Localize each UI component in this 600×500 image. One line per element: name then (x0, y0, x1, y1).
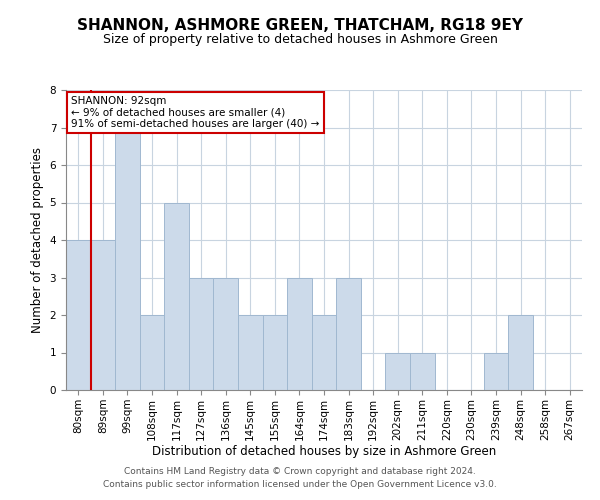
Bar (508, 315, 533, 390)
Bar (385, 352, 410, 390)
Bar (91, 240, 115, 390)
Text: SHANNON, ASHMORE GREEN, THATCHAM, RG18 9EY: SHANNON, ASHMORE GREEN, THATCHAM, RG18 9… (77, 18, 523, 32)
Bar (238, 315, 263, 390)
Bar (484, 352, 508, 390)
Bar (287, 278, 312, 390)
Bar (410, 352, 434, 390)
Text: Size of property relative to detached houses in Ashmore Green: Size of property relative to detached ho… (103, 32, 497, 46)
Text: Contains public sector information licensed under the Open Government Licence v3: Contains public sector information licen… (103, 480, 497, 489)
Bar (164, 202, 189, 390)
Bar (115, 128, 140, 390)
Bar (312, 315, 336, 390)
Text: Contains HM Land Registry data © Crown copyright and database right 2024.: Contains HM Land Registry data © Crown c… (124, 467, 476, 476)
Text: SHANNON: 92sqm
← 9% of detached houses are smaller (4)
91% of semi-detached hous: SHANNON: 92sqm ← 9% of detached houses a… (71, 96, 320, 129)
Bar (140, 315, 164, 390)
Y-axis label: Number of detached properties: Number of detached properties (31, 147, 44, 333)
Bar (214, 278, 238, 390)
Bar (336, 278, 361, 390)
Bar (66, 240, 91, 390)
Bar (189, 278, 214, 390)
Bar (263, 315, 287, 390)
X-axis label: Distribution of detached houses by size in Ashmore Green: Distribution of detached houses by size … (152, 446, 496, 458)
